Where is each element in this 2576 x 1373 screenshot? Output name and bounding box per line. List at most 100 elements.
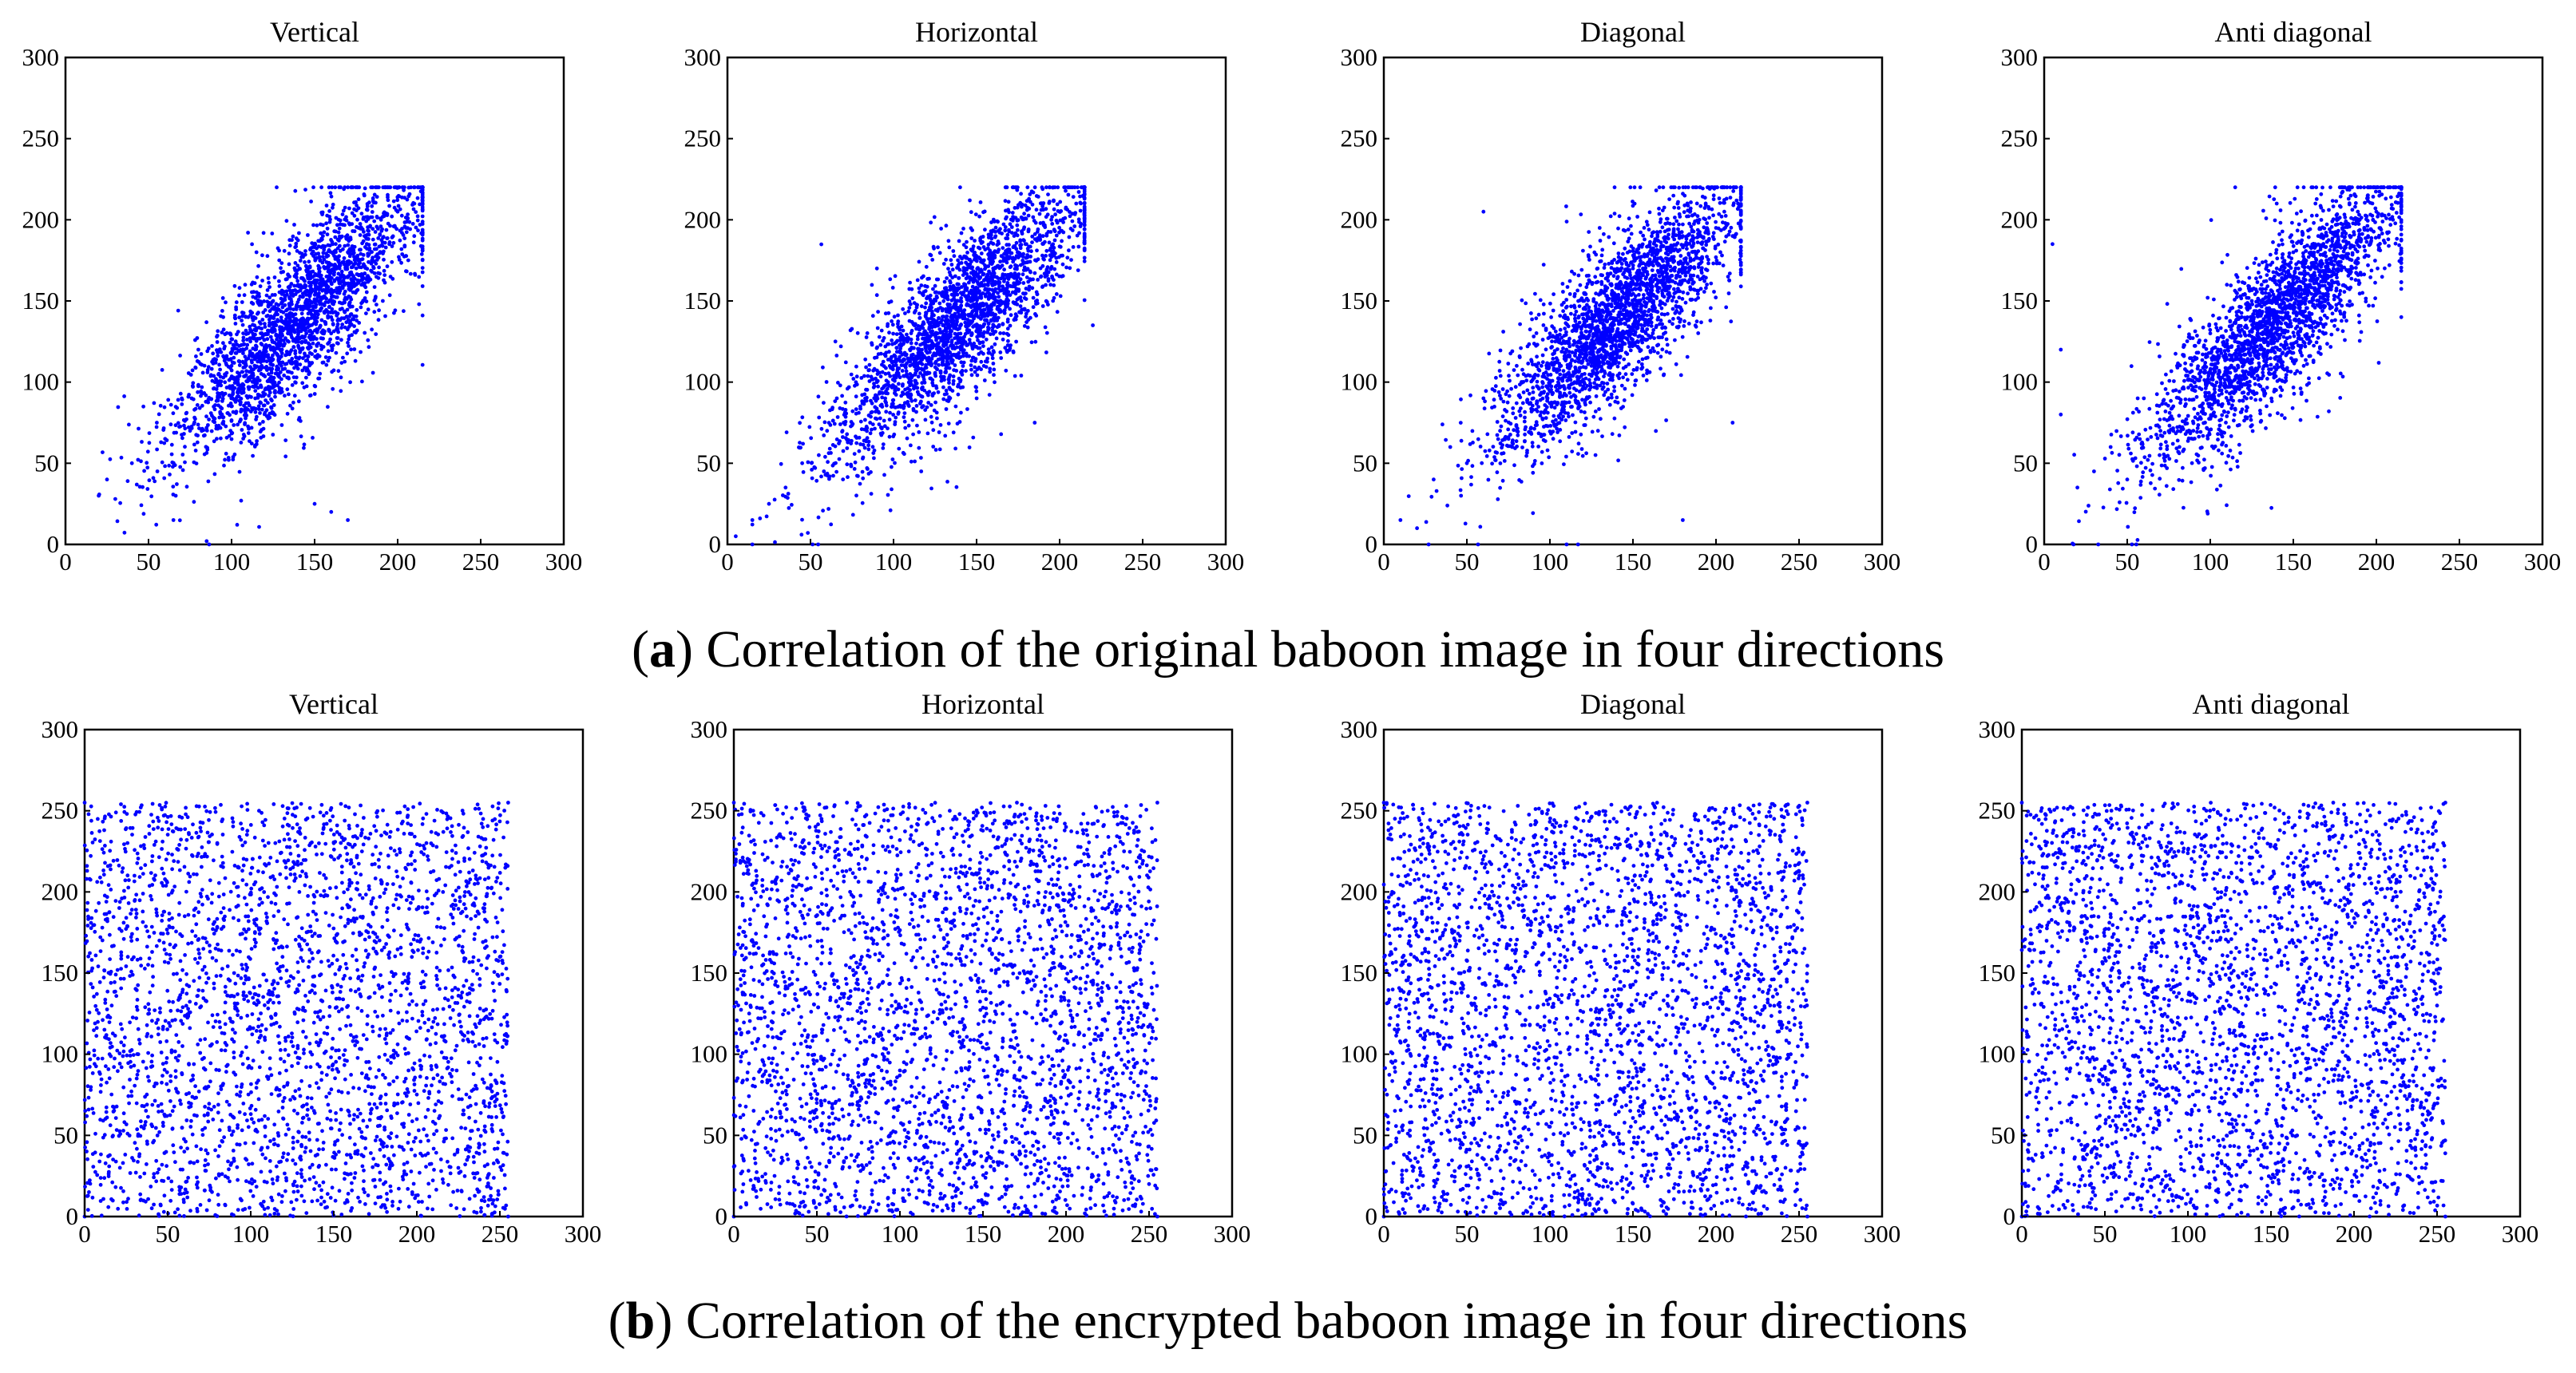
- data-point: [265, 337, 270, 342]
- data-point: [874, 293, 879, 298]
- data-point: [246, 231, 250, 235]
- data-point: [241, 338, 246, 342]
- data-point: [969, 291, 973, 295]
- data-point: [857, 435, 862, 440]
- data-point: [989, 332, 993, 337]
- data-point: [264, 398, 268, 402]
- data-point: [898, 405, 903, 410]
- data-point: [1048, 200, 1052, 204]
- data-point: [826, 421, 831, 425]
- data-point: [1060, 239, 1064, 243]
- data-point: [893, 388, 898, 393]
- data-point: [382, 240, 387, 245]
- data-point: [367, 278, 371, 283]
- data-point: [260, 394, 264, 398]
- data-point: [238, 388, 242, 393]
- data-point: [972, 273, 976, 277]
- data-point: [949, 315, 954, 319]
- data-point: [920, 362, 925, 366]
- data-point: [311, 436, 315, 440]
- data-point: [342, 283, 347, 287]
- data-point: [1032, 185, 1037, 190]
- data-point: [332, 279, 337, 283]
- data-point: [883, 371, 888, 376]
- data-point: [294, 355, 299, 360]
- data-point: [147, 478, 152, 483]
- data-point: [249, 425, 254, 430]
- data-point: [122, 394, 126, 398]
- data-point: [890, 457, 895, 461]
- data-point: [319, 307, 323, 312]
- data-point: [413, 271, 417, 276]
- data-point: [900, 383, 905, 388]
- data-point: [912, 311, 917, 315]
- data-point: [872, 382, 876, 386]
- data-point: [196, 347, 200, 352]
- data-point: [931, 287, 935, 291]
- data-point: [876, 384, 880, 389]
- data-point: [216, 371, 221, 376]
- data-point: [363, 264, 367, 269]
- data-point: [902, 415, 906, 419]
- data-point: [215, 340, 220, 344]
- data-point: [921, 326, 925, 330]
- data-point: [303, 340, 307, 344]
- data-point: [334, 250, 338, 255]
- data-point: [1005, 281, 1010, 285]
- data-point: [315, 356, 319, 360]
- data-point: [267, 358, 271, 363]
- data-point: [326, 315, 331, 319]
- data-point: [937, 251, 942, 255]
- data-point: [809, 436, 814, 441]
- data-point: [333, 263, 338, 267]
- data-point: [1029, 340, 1034, 345]
- data-point: [326, 405, 330, 410]
- data-point: [330, 185, 335, 190]
- data-point: [259, 385, 264, 390]
- data-point: [1032, 219, 1036, 223]
- data-point: [231, 392, 235, 397]
- data-point: [898, 331, 902, 336]
- data-point: [267, 394, 271, 398]
- data-point: [253, 410, 258, 414]
- data-point: [326, 342, 330, 346]
- data-point: [145, 461, 149, 465]
- data-point: [204, 539, 209, 544]
- data-point: [806, 460, 810, 465]
- scatter-points: [1398, 185, 1743, 547]
- data-point: [940, 293, 944, 298]
- data-point: [1021, 227, 1026, 231]
- data-point: [311, 254, 315, 258]
- data-point: [906, 402, 910, 407]
- data-point: [307, 372, 311, 377]
- data-point: [965, 271, 969, 276]
- data-point: [299, 419, 303, 423]
- data-point: [941, 344, 946, 348]
- data-point: [352, 324, 356, 328]
- data-point: [340, 322, 345, 326]
- data-point: [864, 398, 869, 403]
- data-point: [999, 432, 1004, 437]
- data-point: [884, 410, 889, 414]
- data-point: [212, 420, 217, 425]
- data-point: [415, 196, 420, 200]
- data-point: [919, 283, 924, 287]
- data-point: [219, 383, 224, 388]
- data-point: [320, 336, 324, 341]
- data-point: [371, 264, 375, 269]
- data-point: [417, 302, 422, 307]
- data-point: [1009, 251, 1013, 255]
- data-point: [350, 244, 355, 248]
- data-point: [304, 375, 308, 380]
- data-point: [271, 433, 275, 437]
- data-point: [269, 356, 274, 360]
- data-point: [272, 390, 277, 394]
- data-point: [296, 343, 300, 348]
- data-point: [318, 299, 323, 303]
- data-point: [113, 497, 117, 501]
- data-point: [890, 398, 895, 402]
- data-point: [402, 188, 406, 192]
- data-point: [260, 342, 264, 347]
- data-point: [968, 198, 972, 203]
- data-point: [347, 222, 352, 227]
